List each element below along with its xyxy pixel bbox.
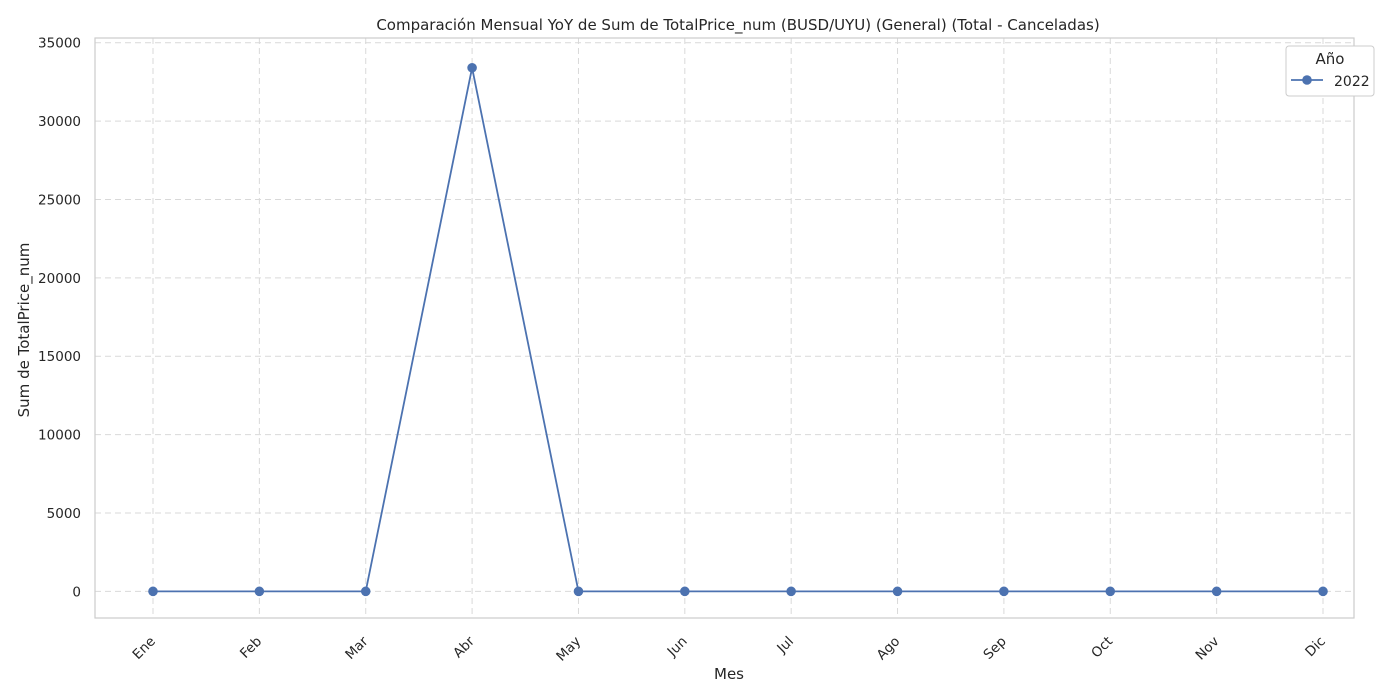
y-tick-label: 5000 bbox=[47, 506, 81, 522]
y-tick-label: 0 bbox=[72, 584, 81, 600]
y-tick-label: 20000 bbox=[38, 271, 81, 287]
data-point bbox=[467, 62, 477, 73]
data-point bbox=[1318, 586, 1328, 597]
y-tick-label: 35000 bbox=[38, 36, 81, 52]
data-point bbox=[999, 586, 1009, 597]
chart-title: Comparación Mensual YoY de Sum de TotalP… bbox=[376, 16, 1099, 35]
y-axis-ticks: 0 5000 10000 15000 20000 25000 30000 35000 bbox=[38, 36, 81, 601]
data-point bbox=[892, 586, 903, 597]
plot-frame bbox=[94, 37, 1355, 619]
series-layer bbox=[148, 62, 1328, 597]
y-tick-label: 15000 bbox=[38, 349, 81, 365]
data-point bbox=[254, 586, 265, 597]
y-tick-label: 30000 bbox=[38, 114, 81, 130]
data-point bbox=[360, 586, 371, 597]
y-tick-label: 25000 bbox=[38, 192, 81, 208]
grid-lines bbox=[95, 38, 1354, 618]
y-axis-label: Sum de TotalPrice_num bbox=[15, 243, 34, 418]
series-line-2022 bbox=[152, 66, 1324, 593]
data-point bbox=[1105, 586, 1116, 597]
data-point bbox=[1211, 586, 1222, 597]
data-point bbox=[786, 586, 796, 597]
data-point bbox=[680, 586, 690, 597]
legend-title: Año bbox=[1316, 50, 1345, 68]
y-tick-label: 10000 bbox=[38, 428, 81, 444]
data-point bbox=[573, 586, 584, 597]
legend-label-2022: 2022 bbox=[1334, 74, 1370, 90]
x-axis-label: Mes bbox=[714, 665, 744, 683]
legend-marker-2022 bbox=[1302, 75, 1312, 85]
legend: Año 2022 bbox=[1285, 45, 1375, 97]
data-point bbox=[148, 586, 158, 597]
